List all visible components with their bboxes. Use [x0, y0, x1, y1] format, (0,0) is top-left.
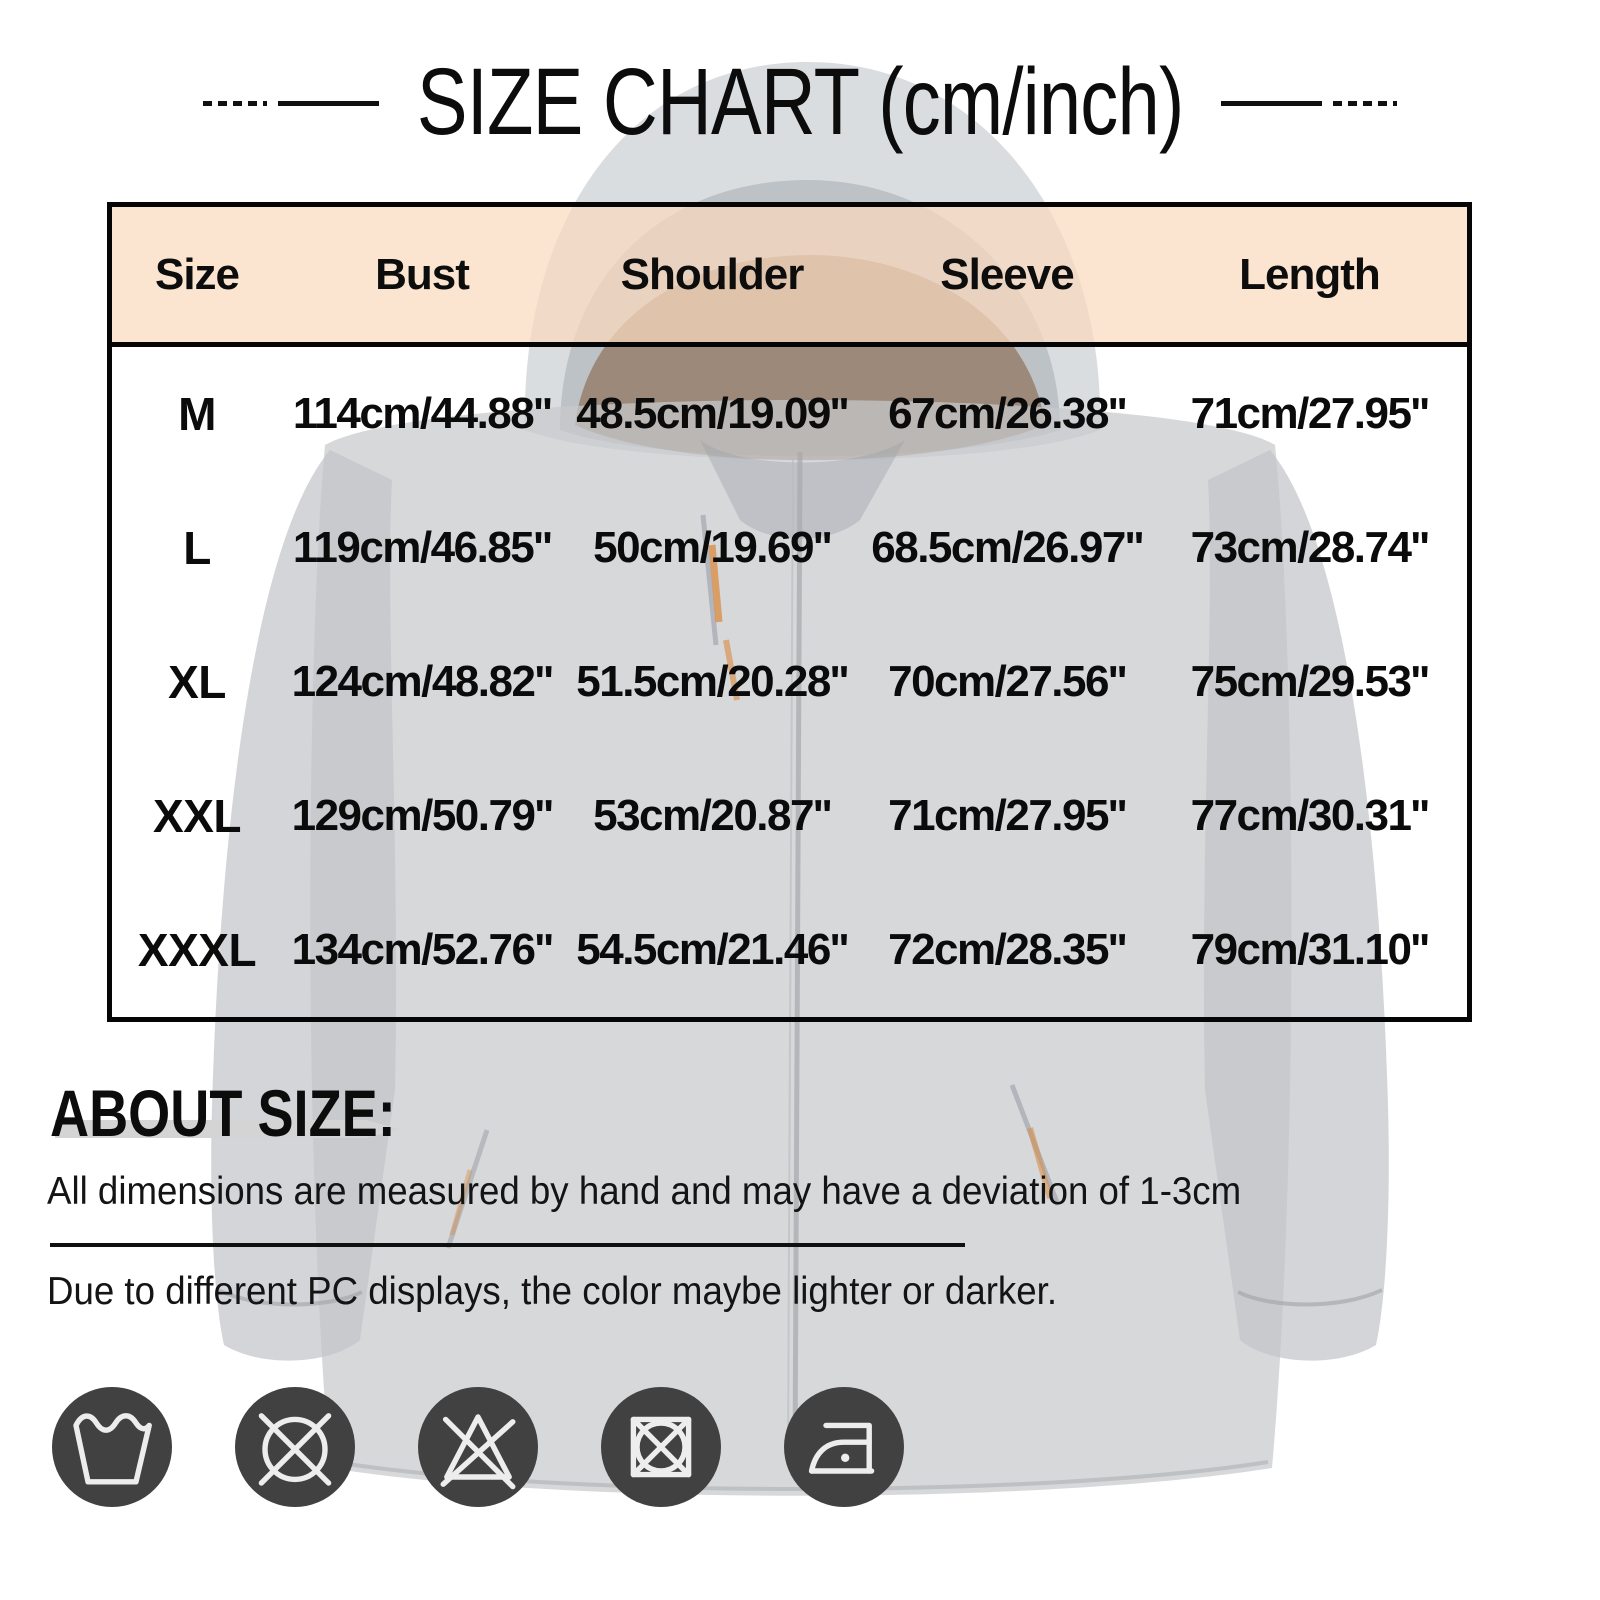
header-cell-length: Length	[1152, 207, 1467, 347]
cell-xxl-bust: 129cm/50.79''	[291, 791, 554, 840]
cell-l-size: L	[183, 522, 211, 574]
cell-xxxl-length: 79cm/31.10''	[1190, 925, 1430, 974]
cell-xxl-size: XXL	[153, 790, 241, 842]
cell-xxxl-shoulder: 54.5cm/21.46''	[576, 925, 849, 974]
cell-xl-sleeve: 70cm/27.56''	[888, 657, 1127, 706]
cell-xxl-length: 77cm/30.31''	[1190, 791, 1430, 840]
cell-xl-bust: 124cm/48.82''	[291, 657, 554, 706]
about-size-heading: ABOUT SIZE:	[50, 1080, 472, 1146]
cell-l-sleeve: 68.5cm/26.97''	[871, 523, 1144, 572]
cell-m-sleeve: 67cm/26.38''	[888, 389, 1127, 438]
cell-xl-size: XL	[168, 656, 226, 708]
header-cell-size: Size	[112, 207, 282, 347]
page-title: SIZE CHART (cm/inch)	[0, 52, 1600, 152]
cell-m-bust: 114cm/44.88''	[292, 389, 553, 438]
cell-xl-shoulder: 51.5cm/20.28''	[576, 657, 849, 706]
cell-m-length: 71cm/27.95''	[1190, 389, 1430, 438]
cell-m-size: M	[178, 388, 216, 440]
cell-xl-length: 75cm/29.53''	[1190, 657, 1430, 706]
about-note-deviation: All dimensions are measured by hand and …	[47, 1170, 1242, 1213]
cell-l-shoulder: 50cm/19.69''	[593, 523, 832, 572]
title-decoration-left-dashes	[203, 101, 267, 106]
title-decoration-right-dashes	[1333, 101, 1397, 106]
cell-xxxl-size: XXXL	[137, 924, 257, 976]
cell-xxxl-sleeve: 72cm/28.35''	[888, 925, 1127, 974]
iron-icon	[784, 1387, 904, 1507]
cell-l-length: 73cm/28.74''	[1190, 523, 1430, 572]
header-cell-shoulder: Shoulder	[562, 207, 862, 347]
size-table: Size Bust Shoulder Sleeve Length M 114cm…	[107, 202, 1472, 1022]
about-heading-highlight	[55, 1120, 400, 1138]
page-title-text: SIZE CHART (cm/inch)	[416, 49, 1184, 155]
about-divider-line	[50, 1243, 965, 1247]
about-note-display: Due to different PC displays, the color …	[47, 1270, 1058, 1313]
care-icons-row	[0, 1387, 1600, 1507]
do-not-bleach-icon	[418, 1387, 538, 1507]
cell-xxxl-bust: 134cm/52.76''	[291, 925, 554, 974]
title-decoration-right-line	[1221, 101, 1322, 106]
about-size-heading-text: ABOUT SIZE:	[50, 1076, 396, 1150]
cell-xxl-sleeve: 71cm/27.95''	[888, 791, 1127, 840]
header-cell-sleeve: Sleeve	[862, 207, 1152, 347]
cell-m-shoulder: 48.5cm/19.09''	[576, 389, 849, 438]
header-cell-bust: Bust	[282, 207, 562, 347]
do-not-tumble-dry-icon	[601, 1387, 721, 1507]
cell-xxl-shoulder: 53cm/20.87''	[593, 791, 832, 840]
wash-icon	[52, 1387, 172, 1507]
cell-l-bust: 119cm/46.85''	[292, 523, 553, 572]
title-decoration-left-line	[278, 101, 379, 106]
do-not-dry-clean-icon	[235, 1387, 355, 1507]
